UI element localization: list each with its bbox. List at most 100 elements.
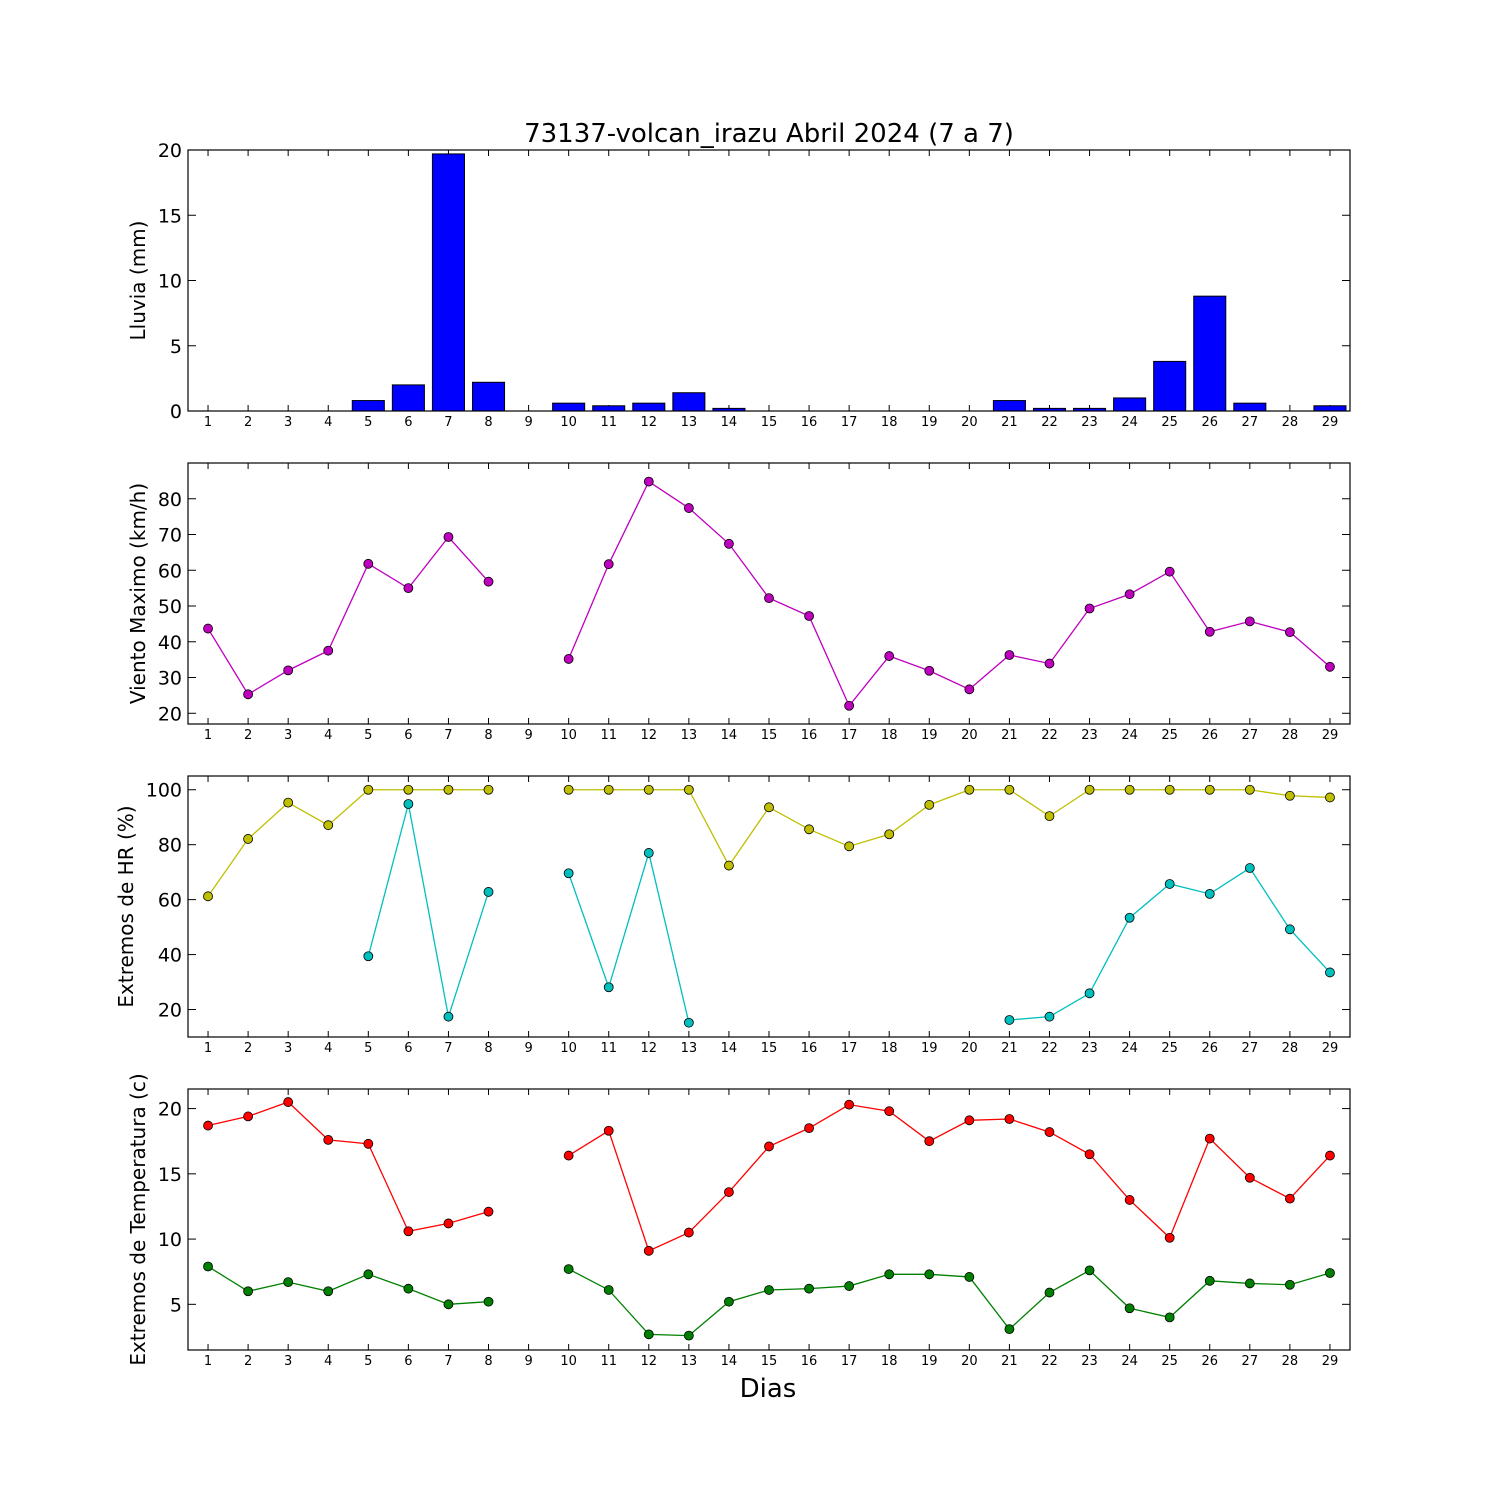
- data-point: [1164, 784, 1175, 795]
- bar: [391, 384, 425, 412]
- data-point: [1084, 603, 1095, 614]
- y-tick-label: 5: [170, 1294, 182, 1316]
- data-point: [443, 784, 454, 795]
- series-line-1: [207, 1101, 1331, 1252]
- data-point: [283, 1097, 294, 1107]
- y-tick-label: 100: [146, 780, 182, 802]
- data-point: [764, 1141, 774, 1152]
- x-tick-label: 23: [1081, 1354, 1098, 1369]
- x-tick-label: 7: [444, 1041, 452, 1056]
- x-tick-label: 21: [1001, 728, 1018, 743]
- x-tick-label: 5: [364, 728, 372, 743]
- data-point: [283, 665, 294, 676]
- data-point: [363, 951, 374, 962]
- x-tick-label: 2: [244, 415, 252, 430]
- data-point: [1244, 616, 1255, 627]
- data-point: [563, 1150, 574, 1161]
- plot-frame: [187, 149, 1351, 412]
- data-point: [1325, 1268, 1335, 1278]
- data-point: [683, 503, 694, 513]
- data-point: [1004, 650, 1015, 660]
- plot-frame: [187, 462, 1351, 725]
- data-point: [483, 1206, 494, 1217]
- x-tick-label: 12: [641, 1354, 658, 1369]
- data-point: [1124, 784, 1135, 795]
- x-tick-label: 9: [524, 1354, 532, 1369]
- x-tick-label: 3: [284, 1354, 292, 1369]
- bar: [1313, 405, 1347, 412]
- data-point: [563, 1264, 574, 1274]
- data-point: [924, 1136, 935, 1147]
- data-point: [804, 1123, 814, 1134]
- series-line-2: [367, 803, 1331, 1023]
- data-point: [563, 868, 574, 879]
- y-tick-label: 15: [158, 1164, 182, 1186]
- data-point: [643, 784, 654, 795]
- x-tick-label: 1: [204, 1354, 212, 1369]
- x-tick-label: 25: [1161, 1354, 1178, 1369]
- x-tick-label: 8: [484, 728, 492, 743]
- data-point: [323, 820, 334, 831]
- data-point: [1044, 1011, 1055, 1022]
- data-point: [243, 1286, 254, 1297]
- data-point: [764, 593, 774, 604]
- x-tick-label: 21: [1001, 1041, 1018, 1056]
- data-point: [243, 1111, 254, 1122]
- data-point: [804, 1283, 814, 1294]
- data-point: [1284, 924, 1295, 935]
- data-point: [724, 538, 734, 549]
- x-tick-label: 20: [961, 415, 978, 430]
- x-tick-label: 20: [961, 728, 978, 743]
- y-tick-label: 20: [158, 1000, 182, 1022]
- x-tick-label: 9: [524, 415, 532, 430]
- data-point: [844, 1281, 855, 1291]
- x-tick-label: 12: [641, 728, 658, 743]
- data-point: [924, 1269, 935, 1280]
- x-tick-label: 5: [364, 1354, 372, 1369]
- data-point: [483, 1296, 494, 1307]
- data-point: [443, 1299, 454, 1310]
- x-tick-label: 7: [444, 1354, 452, 1369]
- data-point: [1204, 1133, 1215, 1144]
- x-tick-label: 4: [324, 728, 332, 743]
- data-point: [1084, 784, 1095, 795]
- x-tick-label: 1: [204, 1041, 212, 1056]
- x-tick-label: 29: [1322, 415, 1339, 430]
- data-point: [603, 784, 614, 795]
- data-point: [764, 1285, 774, 1295]
- data-point: [243, 689, 254, 700]
- y-axis-label: Lluvia (mm): [126, 221, 150, 341]
- data-point: [1124, 912, 1135, 923]
- x-tick-label: 17: [841, 1354, 858, 1369]
- y-tick-label: 20: [158, 1099, 182, 1121]
- data-point: [1004, 1015, 1015, 1025]
- data-point: [363, 784, 374, 795]
- data-point: [1004, 1114, 1015, 1124]
- data-point: [764, 802, 774, 813]
- x-tick-label: 16: [801, 728, 818, 743]
- data-point: [683, 784, 694, 795]
- bar: [672, 392, 706, 412]
- x-tick-label: 23: [1081, 1041, 1098, 1056]
- data-point: [884, 829, 895, 840]
- x-tick-label: 2: [244, 1041, 252, 1056]
- data-point: [1244, 784, 1255, 795]
- data-point: [363, 1269, 374, 1280]
- bar: [351, 400, 385, 412]
- data-point: [844, 700, 855, 711]
- x-tick-label: 7: [444, 728, 452, 743]
- y-tick-label: 40: [158, 945, 182, 967]
- x-tick-label: 10: [560, 415, 577, 430]
- x-tick-label: 5: [364, 415, 372, 430]
- data-point: [403, 799, 414, 809]
- x-tick-label: 24: [1121, 728, 1138, 743]
- data-point: [1124, 589, 1135, 600]
- data-point: [1044, 811, 1055, 822]
- x-tick-label: 29: [1322, 728, 1339, 743]
- data-point: [924, 799, 935, 810]
- x-tick-label: 28: [1282, 728, 1299, 743]
- y-tick-label: 80: [158, 489, 182, 511]
